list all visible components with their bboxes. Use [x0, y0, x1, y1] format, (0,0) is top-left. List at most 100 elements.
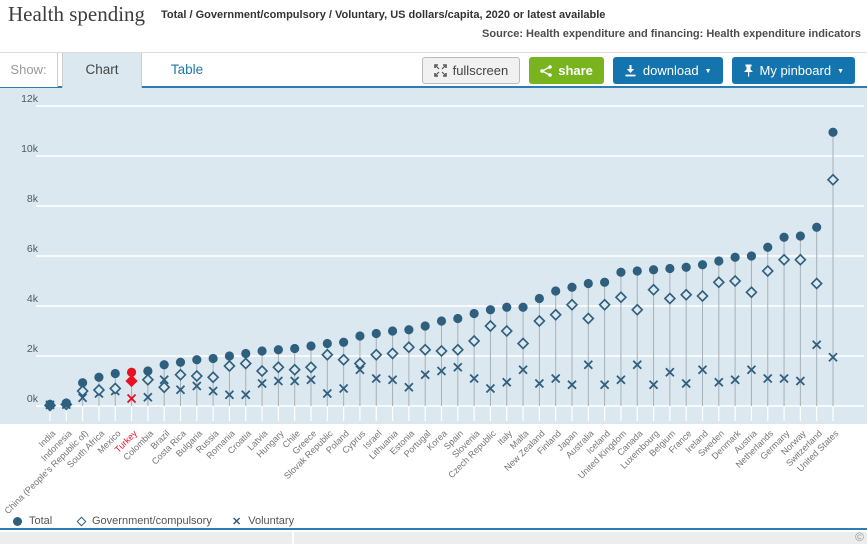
legend-item-total[interactable]: Total — [13, 514, 52, 528]
data-point-voluntary[interactable] — [583, 360, 593, 370]
data-point-total[interactable] — [61, 398, 71, 408]
data-point-government[interactable] — [174, 368, 187, 381]
data-point-government[interactable] — [794, 253, 807, 266]
data-point-voluntary[interactable] — [387, 375, 398, 385]
data-point-government[interactable] — [158, 381, 171, 394]
data-point-government[interactable] — [614, 291, 628, 304]
data-point-total[interactable] — [241, 348, 251, 359]
data-point-government[interactable] — [190, 369, 203, 383]
data-point-total[interactable] — [551, 286, 561, 296]
data-point-total[interactable] — [143, 366, 153, 376]
data-point-voluntary[interactable] — [567, 380, 577, 390]
data-point-government[interactable] — [826, 173, 840, 186]
data-point-total[interactable] — [681, 262, 691, 272]
data-point-total[interactable] — [339, 337, 349, 347]
data-point-government[interactable] — [777, 253, 791, 266]
data-point-total[interactable] — [730, 252, 740, 262]
data-point-government[interactable] — [272, 361, 285, 374]
download-button[interactable]: download ▼ — [612, 57, 723, 84]
share-button[interactable]: share — [529, 57, 604, 84]
data-point-total[interactable] — [322, 338, 332, 349]
data-point-government[interactable] — [810, 277, 823, 290]
data-point-voluntary[interactable] — [306, 375, 316, 385]
data-point-government[interactable] — [728, 274, 742, 288]
data-point-total[interactable] — [420, 321, 430, 331]
data-point-government[interactable] — [288, 363, 301, 376]
data-point-total[interactable] — [616, 267, 626, 277]
data-point-voluntary[interactable] — [404, 382, 414, 392]
data-point-government[interactable] — [761, 264, 774, 278]
data-point-voluntary[interactable] — [812, 340, 822, 350]
data-point-total[interactable] — [632, 266, 642, 276]
data-point-government[interactable] — [631, 303, 644, 316]
data-point-voluntary[interactable] — [795, 376, 806, 386]
data-point-government[interactable] — [386, 347, 399, 360]
data-point-total[interactable] — [534, 293, 544, 304]
data-point-government[interactable] — [321, 348, 334, 361]
data-point-total[interactable] — [567, 282, 577, 292]
data-point-government[interactable] — [451, 343, 464, 356]
data-point-government[interactable] — [582, 312, 595, 325]
data-point-total[interactable] — [387, 326, 398, 336]
data-point-total[interactable] — [45, 399, 55, 409]
data-point-total[interactable] — [469, 308, 479, 319]
data-point-voluntary[interactable] — [77, 393, 88, 403]
data-point-total[interactable] — [518, 302, 528, 312]
data-point-government[interactable] — [549, 308, 562, 321]
data-point-total[interactable] — [78, 378, 88, 388]
data-point-voluntary[interactable] — [534, 378, 545, 389]
data-point-government[interactable] — [712, 276, 725, 289]
data-point-voluntary[interactable] — [241, 390, 251, 400]
data-point-total[interactable] — [795, 231, 805, 241]
data-point-total[interactable] — [94, 372, 104, 382]
data-point-government[interactable] — [109, 382, 122, 395]
data-point-total[interactable] — [583, 278, 593, 289]
data-point-voluntary[interactable] — [828, 352, 838, 362]
data-point-total[interactable] — [208, 353, 218, 364]
data-point-voluntary[interactable] — [714, 377, 724, 387]
data-point-voluntary[interactable] — [338, 383, 349, 394]
data-point-voluntary[interactable] — [436, 366, 447, 376]
data-point-total[interactable] — [175, 357, 186, 367]
my-pinboard-button[interactable]: My pinboard ▼ — [731, 57, 855, 84]
data-point-government[interactable] — [353, 357, 367, 370]
data-point-voluntary[interactable] — [371, 373, 381, 384]
data-point-voluntary[interactable] — [730, 375, 740, 385]
data-point-government[interactable] — [598, 298, 611, 311]
data-point-government[interactable] — [647, 283, 660, 296]
legend-item-government[interactable]: Government/compulsory — [76, 514, 212, 528]
data-point-voluntary[interactable] — [224, 390, 235, 400]
data-point-government[interactable] — [402, 341, 416, 354]
data-point-total[interactable] — [485, 305, 496, 315]
data-point-voluntary[interactable] — [518, 365, 528, 375]
data-point-total[interactable] — [502, 302, 512, 312]
data-point-voluntary[interactable] — [469, 373, 479, 384]
copyright-icon[interactable]: © — [855, 530, 864, 544]
data-point-government[interactable] — [663, 292, 677, 305]
data-point-total[interactable] — [763, 242, 773, 252]
data-point-government[interactable] — [255, 364, 269, 378]
data-point-voluntary[interactable] — [273, 376, 284, 386]
data-point-voluntary[interactable] — [143, 392, 153, 402]
data-point-government[interactable] — [484, 319, 497, 333]
data-point-total[interactable] — [257, 346, 267, 356]
data-point-government[interactable] — [516, 337, 530, 350]
data-point-government[interactable] — [337, 353, 350, 366]
data-point-voluntary[interactable] — [648, 380, 659, 390]
data-point-voluntary[interactable] — [763, 373, 773, 384]
data-point-voluntary[interactable] — [159, 375, 169, 385]
data-point-total[interactable] — [355, 331, 365, 341]
data-point-total[interactable] — [436, 316, 447, 326]
data-point-voluntary[interactable] — [616, 375, 626, 385]
data-point-voluntary[interactable] — [322, 388, 332, 399]
data-point-total[interactable] — [697, 260, 708, 270]
data-point-total[interactable] — [371, 328, 381, 339]
data-point-government[interactable] — [141, 373, 155, 386]
data-point-voluntary[interactable] — [697, 365, 708, 375]
data-point-voluntary[interactable] — [632, 360, 642, 370]
tab-chart[interactable]: Chart — [62, 53, 142, 89]
data-point-total[interactable] — [110, 368, 120, 379]
data-point-total[interactable] — [453, 313, 463, 324]
data-point-government[interactable] — [565, 298, 579, 311]
data-point-government[interactable] — [745, 286, 758, 299]
